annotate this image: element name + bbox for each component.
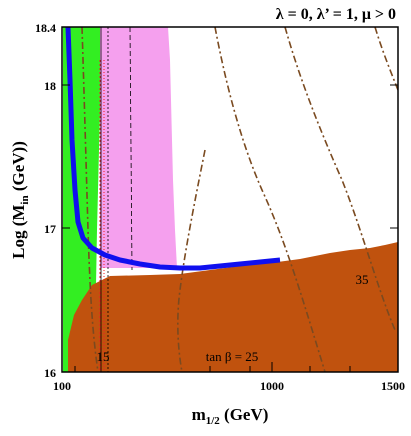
y-tick-label: 18 <box>44 79 56 93</box>
pink-region <box>100 27 177 268</box>
x-axis-title: m1/2 (GeV) <box>192 405 269 427</box>
y-tick-label: 17 <box>44 222 56 236</box>
x-tick-label: 1000 <box>260 379 284 393</box>
y-axis-title: Log (Min (GeV)) <box>9 141 31 259</box>
plot-area <box>63 27 398 372</box>
red-lines <box>99 60 105 372</box>
annotation-tanbeta-15: 15 <box>97 349 110 364</box>
y-tick-label: 18.4 <box>35 21 56 35</box>
x-ticks <box>74 362 351 372</box>
blue-band <box>65 27 281 271</box>
brown-excluded-region <box>68 242 398 372</box>
contour-lines <box>100 27 133 372</box>
annotation-tanbeta-35: 35 <box>356 272 369 287</box>
x-tick-label: 1500 <box>381 379 405 393</box>
y-ticks <box>62 84 398 229</box>
x-tick-label: 100 <box>53 379 71 393</box>
annotation-tanbeta-25: tan β = 25 <box>206 349 259 364</box>
chart-title: λ = 0, λ’ = 1, μ > 0 <box>276 6 396 23</box>
tan-beta-contours <box>81 27 398 372</box>
y-tick-label: 16 <box>44 366 56 380</box>
plot-frame <box>61 26 399 373</box>
